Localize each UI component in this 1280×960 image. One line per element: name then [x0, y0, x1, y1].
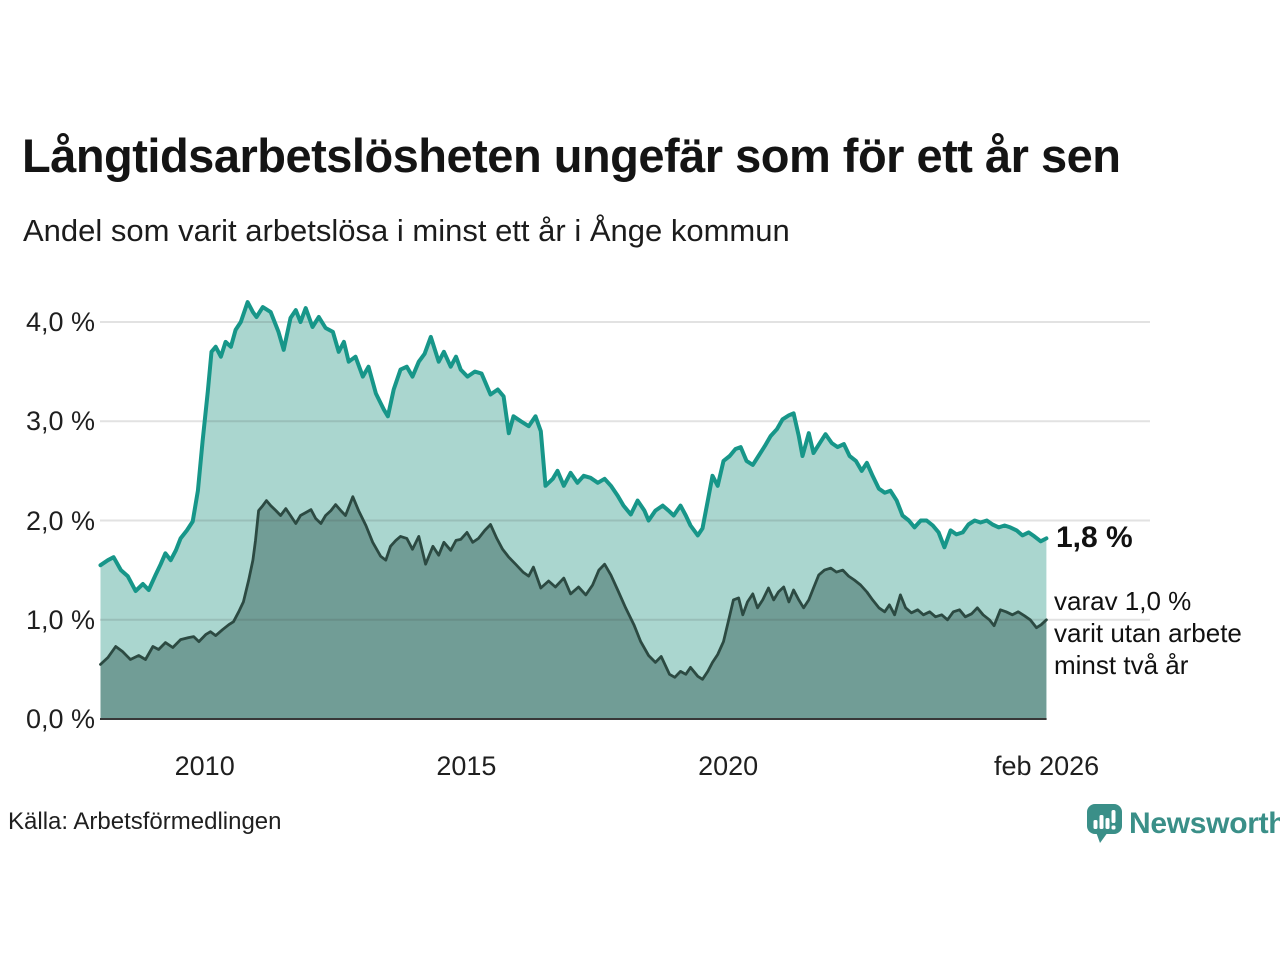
newsworthy-logo-icon [1087, 804, 1122, 843]
end-value-sub-label: varav 1,0 % varit utan arbete minst två … [1054, 585, 1242, 681]
x-axis-label: 2010 [174, 751, 235, 781]
x-axis-label: feb 2026 [994, 751, 1100, 781]
page-title: Långtidsarbetslösheten ungefär som för e… [22, 129, 1121, 182]
x-axis-label: 2020 [698, 751, 759, 781]
end-value-label: 1,8 % [1056, 521, 1133, 554]
y-axis-label: 1,0 % [25, 604, 95, 635]
y-axis-label: 4,0 % [25, 307, 95, 337]
newsworthy-brand: Newsworthy [1086, 803, 1280, 844]
sub-label-line: varav 1,0 % [1054, 586, 1192, 616]
chart-subtitle: Andel som varit arbetslösa i minst ett å… [23, 213, 790, 248]
brand-wordmark: Newsworthy [1129, 807, 1280, 840]
source-attribution: Källa: Arbetsförmedlingen [8, 808, 282, 835]
area-two-years [100, 496, 1047, 719]
x-axis-label: 2015 [436, 751, 497, 781]
y-axis-label: 3,0 % [25, 406, 95, 437]
sub-label-line: varit utan arbete [1054, 618, 1242, 648]
sub-label-line: minst två år [1054, 650, 1189, 680]
line-two-years [99, 495, 1048, 681]
line-total-one-year [98, 300, 1049, 593]
y-axis-label: 2,0 % [25, 505, 95, 536]
y-axis-label: 0,0 % [25, 704, 95, 734]
